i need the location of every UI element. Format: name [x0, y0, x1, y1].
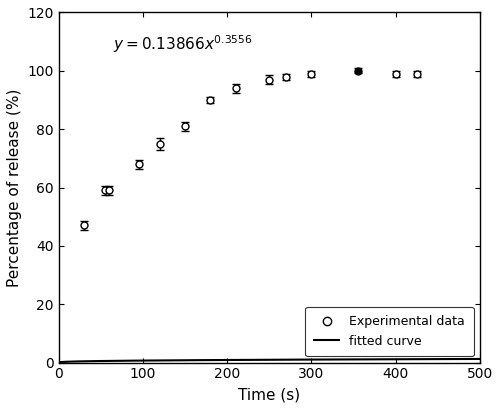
Legend: Experimental data, fitted curve: Experimental data, fitted curve: [306, 307, 474, 356]
X-axis label: Time (s): Time (s): [238, 387, 300, 402]
Y-axis label: Percentage of release (%): Percentage of release (%): [7, 88, 22, 287]
Text: $y = 0.13866x^{0.3556}$: $y = 0.13866x^{0.3556}$: [114, 34, 253, 55]
